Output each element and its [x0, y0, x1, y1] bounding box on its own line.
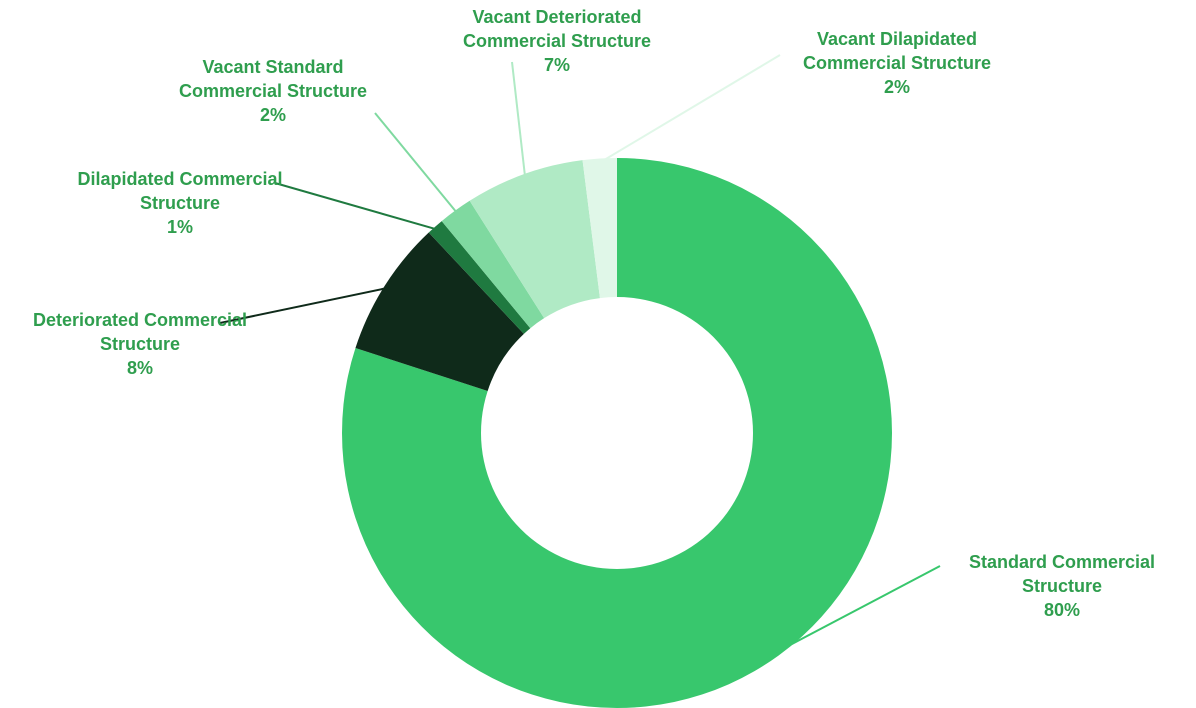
slice-label: Vacant Standard Commercial Structure 2%	[163, 55, 383, 127]
category-label: Deteriorated Commercial Structure	[32, 310, 248, 354]
leader-line	[274, 182, 439, 231]
value-label: 7%	[543, 55, 570, 75]
donut-slice	[469, 160, 600, 319]
category-label: Dilapidated Commercial Structure	[77, 169, 283, 213]
slice-label: Standard Commercial Structure 80%	[952, 550, 1172, 622]
donut-slice	[441, 200, 545, 329]
value-label: 2%	[883, 77, 910, 97]
leader-line	[374, 112, 459, 215]
category-label: Vacant Deteriorated Commercial Structure	[462, 7, 652, 51]
slice-label: Vacant Deteriorated Commercial Structure…	[447, 5, 667, 77]
category-label: Vacant Standard Commercial Structure	[178, 57, 368, 101]
value-label: 2%	[259, 105, 286, 125]
value-label: 8%	[126, 358, 153, 378]
slice-label: Vacant Dilapidated Commercial Structure 2…	[787, 27, 1007, 99]
donut-slice	[428, 221, 531, 334]
slice-label: Deteriorated Commercial Structure 8%	[30, 308, 250, 380]
value-label: 1%	[166, 217, 193, 237]
leader-line	[511, 61, 527, 179]
category-label: Vacant Dilapidated Commercial Structure	[802, 29, 992, 73]
leader-line	[599, 54, 781, 164]
leader-line	[219, 286, 389, 324]
donut-slice	[582, 158, 617, 299]
slice-label: Dilapidated Commercial Structure 1%	[70, 167, 290, 239]
leader-line	[775, 565, 941, 654]
donut-slice	[355, 232, 524, 391]
donut-slice	[342, 158, 892, 708]
value-label: 80%	[1043, 600, 1081, 620]
category-label: Standard Commercial Structure	[968, 552, 1156, 596]
